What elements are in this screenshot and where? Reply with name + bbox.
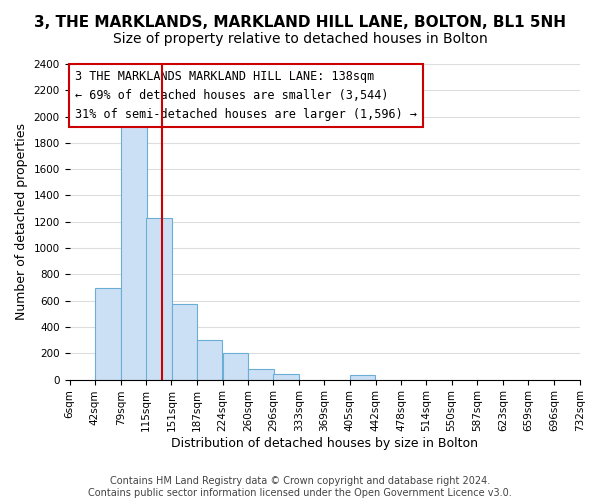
Text: 3 THE MARKLANDS MARKLAND HILL LANE: 138sqm
← 69% of detached houses are smaller : 3 THE MARKLANDS MARKLAND HILL LANE: 138s… <box>74 70 416 122</box>
Bar <box>172 304 197 380</box>
Text: Size of property relative to detached houses in Bolton: Size of property relative to detached ho… <box>113 32 487 46</box>
Text: 3, THE MARKLANDS, MARKLAND HILL LANE, BOLTON, BL1 5NH: 3, THE MARKLANDS, MARKLAND HILL LANE, BO… <box>34 15 566 30</box>
Bar <box>223 354 248 380</box>
Bar <box>197 340 223 380</box>
Bar <box>274 374 299 380</box>
Bar <box>146 218 172 380</box>
Text: Contains HM Land Registry data © Crown copyright and database right 2024.
Contai: Contains HM Land Registry data © Crown c… <box>88 476 512 498</box>
Bar <box>248 369 274 380</box>
Y-axis label: Number of detached properties: Number of detached properties <box>15 124 28 320</box>
X-axis label: Distribution of detached houses by size in Bolton: Distribution of detached houses by size … <box>171 437 478 450</box>
Bar <box>95 288 121 380</box>
Bar <box>350 375 376 380</box>
Bar <box>121 123 146 380</box>
